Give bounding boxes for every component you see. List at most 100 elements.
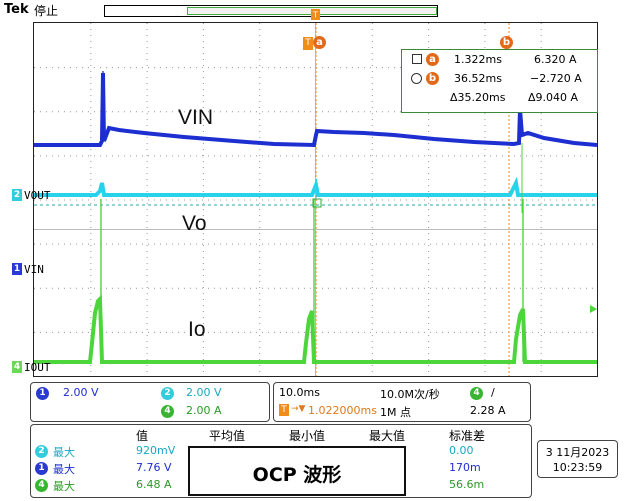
grid-dot (436, 199, 437, 201)
grid-dot (208, 331, 209, 333)
grid-dot (371, 209, 373, 210)
grid-dot (244, 287, 245, 289)
grid-dot (259, 179, 261, 180)
grid-dot (418, 155, 419, 157)
grid-dot (90, 41, 92, 42)
grid-dot (550, 199, 551, 201)
grid-dot (146, 353, 148, 354)
grid-dot (334, 111, 335, 113)
trigger-source-badge[interactable]: 4 (470, 387, 483, 400)
grid-dot (118, 67, 119, 69)
meas-row-3-type: 最大 (53, 480, 75, 493)
grid-dot (388, 199, 389, 201)
ch2-marker-tab[interactable]: 2 (12, 189, 22, 201)
meas-row-1-badge[interactable]: 2 (35, 445, 48, 458)
grid-dot (428, 251, 430, 252)
grid-dot (358, 67, 359, 69)
grid-dot (484, 323, 486, 324)
grid-dot (90, 173, 92, 174)
grid-dot (540, 161, 542, 162)
grid-dot (484, 215, 486, 216)
grid-dot (202, 329, 204, 330)
grid-dot (146, 59, 148, 60)
meas-row-3-value: 6.48 A (136, 478, 172, 491)
grid-dot (202, 341, 204, 342)
grid-dot (428, 29, 430, 30)
grid-dot (262, 199, 263, 201)
grid-dot (146, 341, 148, 342)
grid-dot (371, 83, 373, 84)
grid-dot (214, 331, 215, 333)
grid-dot (202, 269, 204, 270)
grid-dot (172, 155, 173, 157)
grid-dot (202, 371, 204, 372)
grid-dot (562, 287, 563, 289)
ch2-badge[interactable]: 2 (161, 387, 174, 400)
grid-dot (244, 331, 245, 333)
grid-dot (259, 317, 261, 318)
grid-dot (472, 287, 473, 289)
grid-dot (428, 167, 430, 168)
grid-dot (202, 215, 204, 216)
grid-dot (484, 293, 486, 294)
meas-row-1-std: 0.00 (449, 444, 474, 457)
grid-dot (520, 199, 521, 201)
grid-dot (540, 299, 542, 300)
grid-dot (484, 359, 486, 360)
grid-dot (259, 359, 261, 360)
grid-dot (418, 287, 419, 289)
ch1-marker-tab[interactable]: 1 (12, 263, 22, 275)
grid-dot (540, 227, 542, 228)
cursor-b-marker[interactable]: b (500, 30, 513, 49)
grid-dot (540, 47, 542, 48)
grid-dot (146, 185, 148, 186)
grid-dot (202, 239, 204, 240)
grid-dot (394, 111, 395, 113)
grid-dot (540, 347, 542, 348)
ch1-marker-label: VIN (24, 263, 44, 276)
grid-dot (484, 239, 486, 240)
grid-dot (226, 67, 227, 69)
grid-dot (259, 209, 261, 210)
meas-row-2-badge[interactable]: 1 (35, 462, 48, 475)
timebase-trigger-panel[interactable]: 10.0ms 10.0M次/秒 4 / T →▼ 1.022000ms 1M 点… (273, 382, 531, 422)
grid-dot (146, 365, 148, 366)
grid-dot (454, 199, 455, 201)
grid-dot (90, 131, 92, 132)
channel-settings-panel[interactable]: 1 2.00 V 2 2.00 V 4 2.00 A (30, 382, 270, 422)
grid-dot (259, 41, 261, 42)
grid-dot (484, 331, 485, 333)
grid-dot (256, 287, 257, 289)
ch1-badge[interactable]: 1 (36, 387, 49, 400)
grid-dot (82, 155, 83, 157)
ch4-badge[interactable]: 4 (161, 405, 174, 418)
grid-dot (580, 287, 581, 289)
grid-dot (454, 243, 455, 245)
grid-dot (428, 179, 430, 180)
record-view-bar[interactable] (104, 5, 438, 17)
grid-dot (90, 287, 92, 288)
grid-dot (376, 243, 377, 245)
grid-dot (146, 23, 148, 24)
ch4-marker-tab[interactable]: 4 (12, 361, 22, 373)
grid-dot (428, 35, 430, 36)
meas-row-1-value: 920mV (136, 444, 176, 457)
grid-dot (90, 185, 92, 186)
grid-lines (34, 23, 597, 376)
grid-dot (90, 371, 92, 372)
grid-dot (259, 275, 261, 276)
grid-dot (540, 125, 542, 126)
grid-dot (259, 155, 261, 156)
grid-dot (250, 155, 251, 157)
grid-dot (484, 161, 486, 162)
grid-dot (184, 111, 185, 113)
grid-dot (146, 275, 148, 276)
meas-row-3-badge[interactable]: 4 (35, 479, 48, 492)
grid-dot (154, 155, 155, 157)
grid-dot (136, 199, 137, 201)
grid-dot (340, 155, 341, 157)
grid-dot (226, 111, 227, 113)
grid-dot (538, 287, 539, 289)
grid-dot (88, 287, 89, 289)
